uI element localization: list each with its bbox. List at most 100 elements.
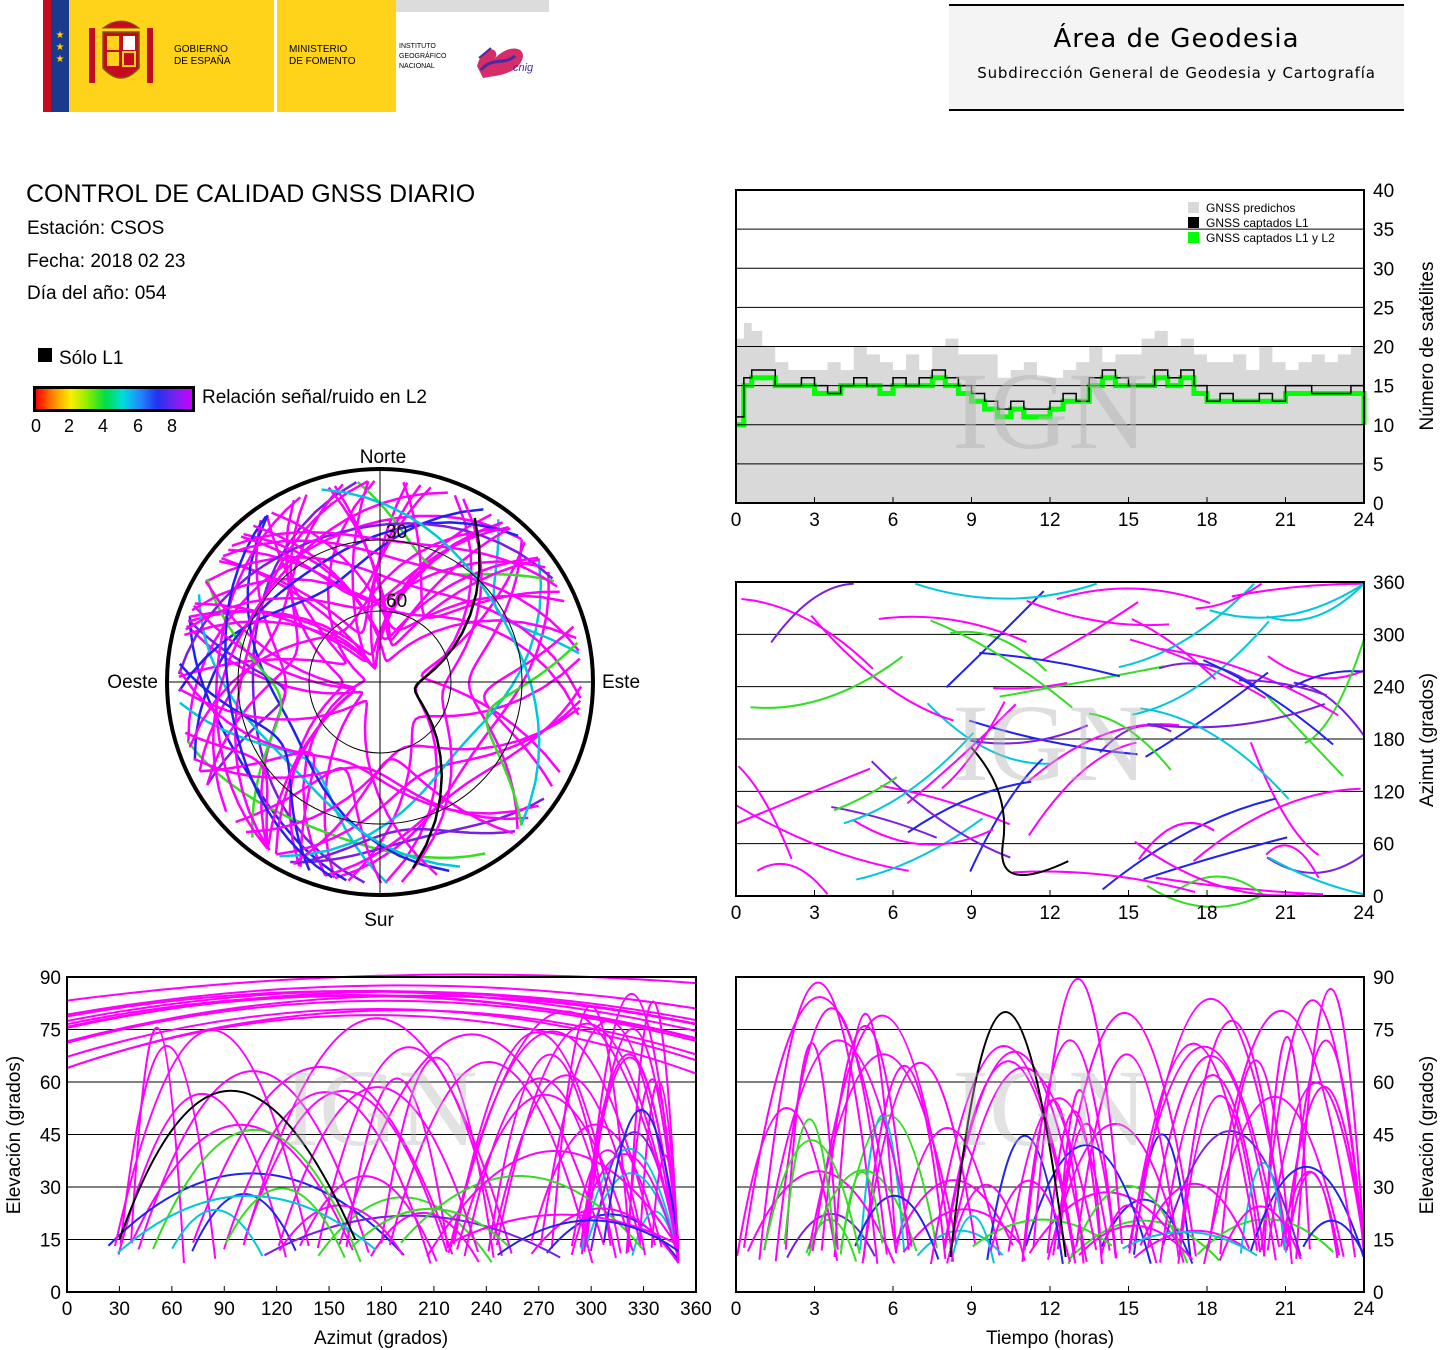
skyplot-track <box>321 488 541 827</box>
eltime-track <box>1128 1042 1259 1254</box>
azimuth-track <box>1265 844 1320 879</box>
azimuth-track <box>1293 681 1365 737</box>
ministerio-line1: MINISTERIO <box>289 44 348 55</box>
area-subtitle: Subdirección General de Geodesia y Carto… <box>977 64 1376 82</box>
x-tick-label: 12 <box>1039 1299 1060 1320</box>
snr-label: Relación señal/ruido en L2 <box>202 387 427 408</box>
x-tick-label: 330 <box>628 1299 660 1320</box>
elaz-high-track <box>66 1014 697 1075</box>
y-tick-label: 120 <box>1373 782 1405 803</box>
skyplot-track <box>188 527 511 748</box>
x-tick-label: 6 <box>888 510 899 531</box>
satcount-legend: GNSS predichos GNSS captados L1 GNSS cap… <box>1188 201 1335 245</box>
elaz-track <box>400 1175 644 1251</box>
elaz-track <box>585 1028 680 1244</box>
azimuth-track <box>941 701 1006 790</box>
y-tick-label: 180 <box>1373 730 1405 751</box>
snr-tick-0: 0 <box>31 416 42 436</box>
elaz-track <box>107 1172 405 1256</box>
ministry-block <box>277 0 396 112</box>
eltime-track <box>986 1134 1064 1264</box>
azimuth-track <box>1195 582 1263 610</box>
x-tick-label: 0 <box>62 1299 73 1320</box>
snr-tick-4: 4 <box>98 416 109 436</box>
azimuth-track <box>1026 600 1170 627</box>
elaz-track <box>130 1026 185 1264</box>
eltime-track <box>1046 1123 1185 1263</box>
station-line: Estación: CSOS <box>27 218 165 239</box>
azimuth-track <box>1042 601 1139 661</box>
cnig-logo-icon <box>477 47 523 78</box>
y-tick-label: 0 <box>1373 887 1384 908</box>
skyplot-tracks <box>177 480 583 884</box>
satcount-yticks: 0 5 10 15 20 25 30 35 40 <box>1373 181 1394 515</box>
azimuth-track <box>741 598 874 670</box>
azimuth-track <box>1289 670 1365 690</box>
azimuth-track <box>1268 856 1365 896</box>
skyplot-track <box>194 480 370 663</box>
azimuth-track <box>915 582 1098 600</box>
skyplot-track <box>178 669 539 815</box>
gobierno-line1: GOBIERNO <box>174 44 228 55</box>
skyplot-l1-track <box>411 517 481 870</box>
y-tick-label: 20 <box>1373 338 1394 359</box>
elaz-high-track <box>66 984 697 1016</box>
y-tick-label: 360 <box>1373 573 1405 594</box>
x-tick-label: 15 <box>1118 1299 1139 1320</box>
elaz-yticks: 0 15 30 45 60 75 90 <box>40 968 61 1304</box>
eltime-track <box>1025 1144 1152 1264</box>
eltime-track <box>1207 1010 1357 1258</box>
ministerio-line2: DE FOMENTO <box>289 56 356 67</box>
elaz-track <box>495 1022 680 1253</box>
x-tick-label: 240 <box>470 1299 502 1320</box>
elaz-track <box>171 1208 264 1257</box>
azimuth-yticks: 0 60 120 180 240 300 360 <box>1373 573 1405 908</box>
azimuth-track <box>1028 741 1137 836</box>
snr-colorbar <box>33 386 195 412</box>
skyplot-track <box>222 539 580 652</box>
y-tick-label: 10 <box>1373 416 1394 437</box>
eltime-track <box>783 1118 837 1251</box>
azimuth-l1-track <box>970 747 1069 876</box>
skyplot-track <box>231 530 558 588</box>
x-tick-label: 60 <box>161 1299 182 1320</box>
legend-l1l2-label: GNSS captados L1 y L2 <box>1206 231 1335 245</box>
azimuth-track <box>1140 707 1290 800</box>
azimuth-track <box>736 767 871 825</box>
elaz-track <box>345 1077 449 1249</box>
y-tick-label: 45 <box>1373 1126 1394 1147</box>
eltime-track <box>839 1170 884 1255</box>
skyplot-track <box>187 521 503 656</box>
legend-swatch-l1 <box>1188 217 1199 228</box>
x-tick-label: 300 <box>575 1299 607 1320</box>
skyplot-track <box>327 486 540 647</box>
x-tick-label: 21 <box>1275 510 1296 531</box>
eltime-track <box>742 996 898 1254</box>
snr-tick-8: 8 <box>167 416 178 436</box>
elaz-watermark: IGN <box>282 1047 478 1169</box>
y-tick-label: 300 <box>1373 625 1405 646</box>
eltime-track <box>746 1170 896 1264</box>
elaz-track <box>456 1093 634 1252</box>
azimuth-track <box>993 682 1068 690</box>
azimuth-track <box>1138 822 1215 860</box>
legend-predicted-label: GNSS predichos <box>1206 201 1295 215</box>
eltime-l1-track <box>949 1011 1067 1258</box>
skyplot-track <box>192 604 356 850</box>
eltime-track <box>1159 1074 1266 1263</box>
azimuth-track <box>999 665 1166 698</box>
eltime-track <box>1028 1191 1185 1254</box>
eltime-track <box>1056 1122 1117 1259</box>
x-tick-label: 150 <box>313 1299 345 1320</box>
azimuth-track <box>1202 659 1334 746</box>
elaz-high-track <box>66 999 697 1044</box>
skyplot-west-label: Oeste <box>107 672 158 693</box>
elaz-track <box>223 1091 432 1264</box>
azimuth-track <box>968 719 1138 756</box>
satcount-watermark: IGN <box>952 350 1148 472</box>
ign-label: INSTITUTO GEOGRÁFICO NACIONAL <box>399 42 446 72</box>
elaz-track <box>463 1077 617 1259</box>
eltime-track <box>861 1062 977 1264</box>
eltime-yticks: 0 15 30 45 60 75 90 <box>1373 968 1394 1304</box>
x-tick-label: 90 <box>214 1299 235 1320</box>
